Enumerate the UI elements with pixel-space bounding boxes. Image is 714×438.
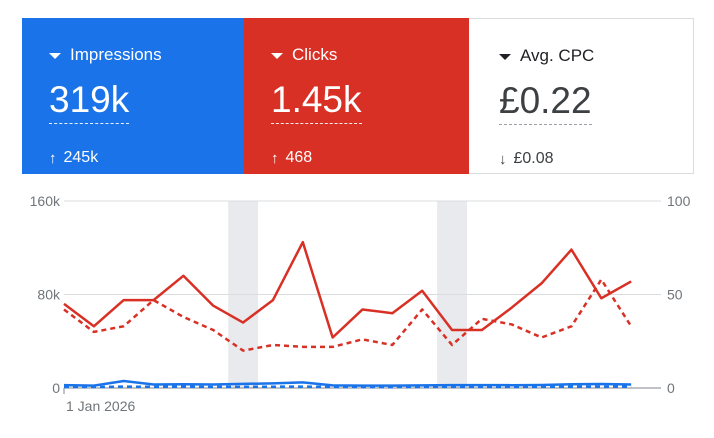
caret-down-icon[interactable]	[271, 52, 283, 59]
impressions-card[interactable]: Impressions 319k ↑ 245k	[22, 18, 244, 174]
avg-cpc-header[interactable]: Avg. CPC	[499, 46, 594, 66]
clicks-header[interactable]: Clicks	[271, 45, 337, 65]
y-left-tick-label: 0	[52, 380, 60, 396]
clicks-card[interactable]: Clicks 1.45k ↑ 468	[244, 18, 469, 174]
arrow-down-icon: ↓	[499, 150, 507, 168]
clicks-delta: ↑ 468	[271, 149, 312, 167]
avg-cpc-delta-value: £0.08	[513, 150, 554, 167]
arrow-up-icon: ↑	[49, 149, 57, 167]
caret-down-icon[interactable]	[499, 53, 511, 60]
series-line-1[interactable]	[63, 278, 633, 352]
clicks-value: 1.45k	[271, 80, 362, 124]
y-left-tick-label: 160k	[30, 193, 61, 209]
x-tick-start-date: 1 Jan 2026	[66, 398, 135, 414]
impressions-value: 319k	[49, 80, 130, 124]
avg-cpc-value: £0.22	[499, 81, 592, 125]
impressions-header[interactable]: Impressions	[49, 45, 162, 65]
impressions-label: Impressions	[70, 45, 162, 64]
avg-cpc-label: Avg. CPC	[520, 46, 595, 65]
y-right-tick-label: 0	[667, 380, 675, 396]
impressions-delta: ↑ 245k	[49, 149, 98, 167]
arrow-up-icon: ↑	[271, 149, 279, 167]
y-left-tick-label: 80k	[37, 287, 61, 303]
avg-cpc-card[interactable]: Avg. CPC £0.22 ↓ £0.08	[469, 18, 694, 174]
series-line-2[interactable]	[63, 379, 632, 387]
avg-cpc-delta: ↓ £0.08	[499, 150, 554, 168]
clicks-label: Clicks	[292, 45, 338, 64]
caret-down-icon[interactable]	[49, 52, 61, 59]
clicks-delta-value: 468	[285, 149, 313, 166]
series-line-0[interactable]	[63, 240, 632, 339]
y-right-tick-label: 100	[667, 193, 691, 209]
impressions-delta-value: 245k	[63, 149, 99, 166]
metric-cards: Impressions 319k ↑ 245k Clicks 1.45k ↑ 4…	[22, 18, 694, 174]
y-right-tick-label: 50	[667, 287, 683, 303]
